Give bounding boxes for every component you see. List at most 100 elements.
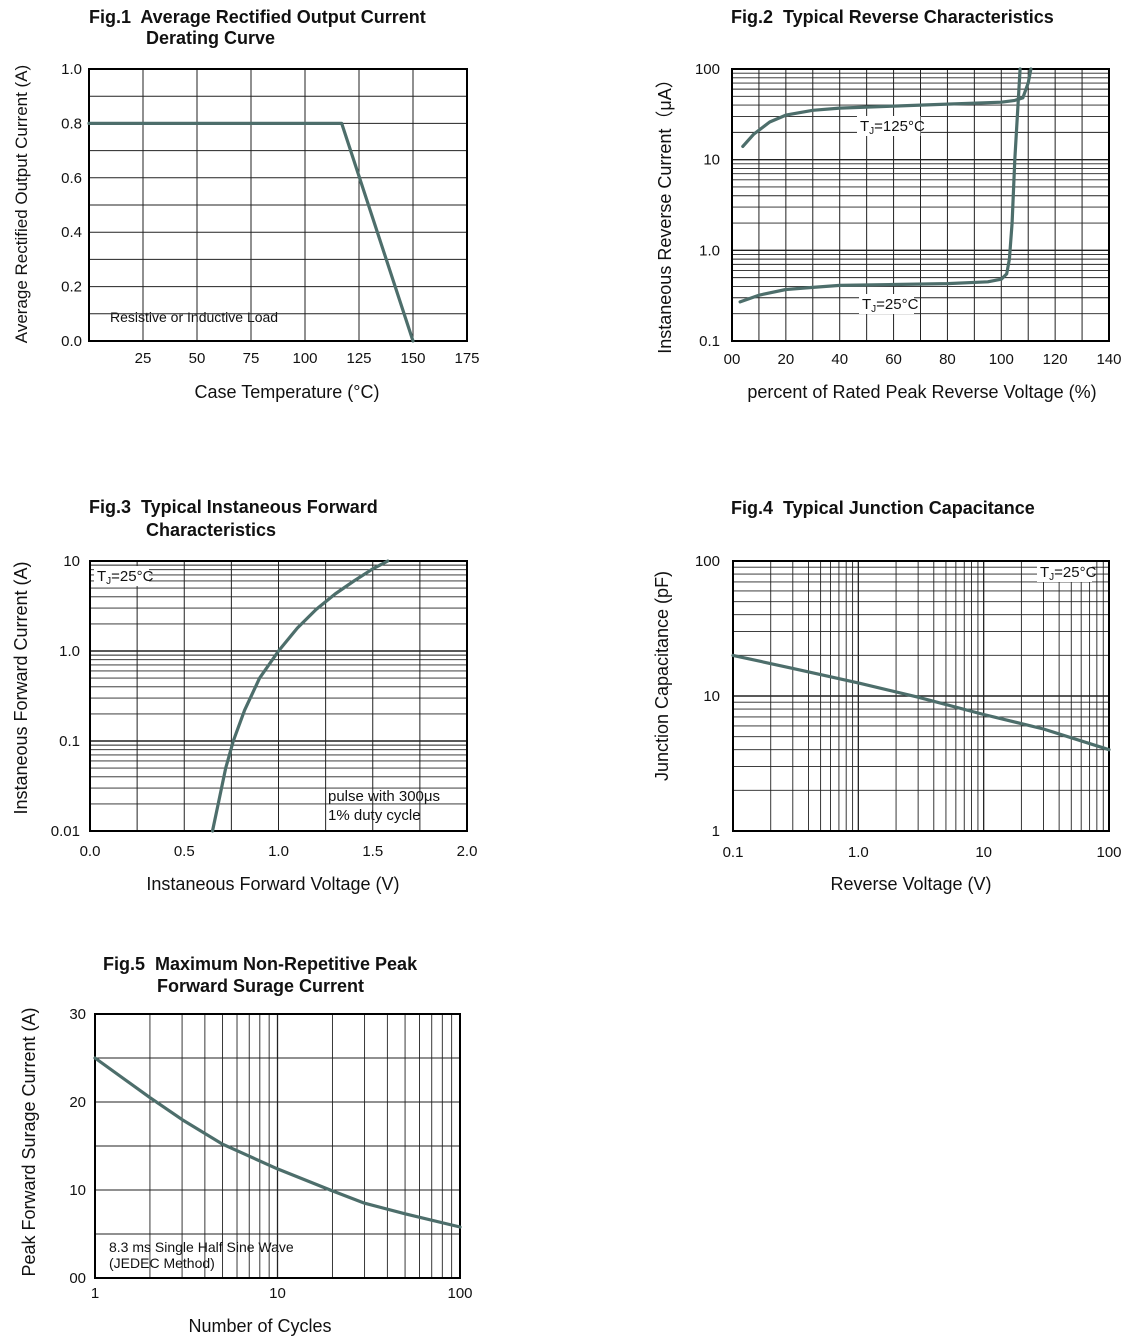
fig4-plot-frame [732,560,1110,832]
fig3-x-axis-label: Instaneous Forward Voltage (V) [146,874,399,894]
fig5-annotation-method: (JEDEC Method) [109,1255,215,1271]
fig5-plot: Number of Cycles Peak Forward Surage Cur… [19,1006,473,1336]
fig4-x-axis-label: Reverse Voltage (V) [830,874,991,894]
fig2-series-label-25c-bg [859,294,914,314]
fig2-y-tick-label: 10 [703,152,720,169]
fig5-title-line1: Fig.5 Maximum Non-Repetitive Peak [103,954,418,974]
fig1-chart: Fig.1 Average Rectified Output Current D… [0,0,500,420]
fig1-y-axis-label: Average Rectified Output Current (A) [12,65,31,343]
fig1-plot-area [87,68,468,343]
fig3-y-tick-label: 1.0 [59,643,80,660]
fig1-y-tick-label: 0.2 [61,279,82,296]
fig5-y-tick-label: 20 [69,1094,86,1111]
fig2-title-line1: Fig.2 Typical Reverse Characteristics [731,7,1054,27]
fig1-plot: Case Temperature (°C) Average Rectified … [12,61,480,402]
fig3-title-line1: Fig.3 Typical Instaneous Forward [89,497,378,517]
fig2-grid-vertical [731,69,1110,341]
fig4-plot-area [731,560,1111,832]
fig5-x-axis-label: Number of Cycles [188,1316,331,1336]
fig2-x-tick-label: 40 [831,351,848,368]
fig2-y-tick-label: 100 [695,61,720,78]
fig5-y-axis-label: Peak Forward Surage Current (A) [19,1007,39,1276]
fig5-y-tick-label: 00 [69,1270,86,1287]
fig5-x-tick-label: 100 [447,1285,472,1302]
fig1-x-tick-label: 25 [135,350,152,367]
fig4-condition-label-bg [1037,562,1092,582]
fig2-chart: Fig.2 Typical Reverse Characteristics pe… [640,0,1132,420]
fig1-y-tick-label: 0.8 [61,115,82,132]
fig1-x-tick-label: 125 [346,350,371,367]
fig3-y-tick-label: 0.1 [59,733,80,750]
fig2-x-tick-label: 80 [939,351,956,368]
fig1-x-tick-label: 75 [243,350,260,367]
fig1-annotation-load: Resistive or Inductive Load [110,309,278,325]
fig5-series-1-line [93,1056,462,1229]
fig3-condition-label-bg [94,566,149,586]
fig4-x-tick-label: 10 [975,844,992,861]
fig2-series-label-25c: TJ=25°C [862,296,919,315]
fig1-y-tick-label: 0.4 [61,224,82,241]
fig2-x-tick-label: 60 [885,351,902,368]
fig2-plot-area [731,67,1110,342]
fig2-plot-frame [731,68,1110,342]
fig2-x-axis-label: percent of Rated Peak Reverse Voltage (%… [747,382,1096,402]
fig3-annotation-pulse: pulse with 300μs [328,788,440,805]
fig5-annotation-bg [104,1237,298,1273]
fig3-x-tick-label: 1.5 [362,843,383,860]
fig1-y-tick-label: 0.6 [61,170,82,187]
fig1-x-tick-label: 150 [400,350,425,367]
fig4-condition-label: TJ=25°C [1040,564,1097,583]
fig3-x-tick-label: 0.5 [174,843,195,860]
fig3-condition-label: TJ=25°C [97,568,154,587]
fig3-x-tick-label: 0.0 [80,843,101,860]
fig2-x-tick-label: 140 [1096,351,1121,368]
fig4-plot: Reverse Voltage (V) Junction Capacitance… [652,553,1122,894]
fig2-series-label-125c-bg [857,116,921,136]
fig3-plot: Instaneous Forward Voltage (V) Instaneou… [11,553,478,894]
fig3-y-axis-label: Instaneous Forward Current (A) [11,561,31,814]
fig3-x-tick-label: 1.0 [268,843,289,860]
fig3-chart: Fig.3 Typical Instaneous Forward Charact… [0,490,500,910]
fig1-x-tick-label: 50 [189,350,206,367]
fig2-series-label-125c: TJ=125°C [860,118,925,137]
fig5-title-line2: Forward Surage Current [157,976,365,996]
fig2-x-tick-label: 20 [778,351,795,368]
fig2-series-1-line [741,67,1033,148]
fig1-x-tick-label: 100 [292,350,317,367]
fig5-y-tick-label: 10 [69,1182,86,1199]
fig3-series-1-line [210,559,390,833]
fig3-y-tick-label: 0.01 [51,823,80,840]
fig5-x-tick-label: 1 [91,1285,99,1302]
fig4-y-tick-label: 1 [712,823,720,840]
fig3-plot-area [89,559,468,833]
fig4-chart: Fig.4 Typical Junction Capacitance Rever… [640,490,1132,910]
fig1-y-tick-label: 1.0 [61,61,82,78]
fig5-y-tick-label: 30 [69,1006,86,1023]
fig4-x-tick-label: 100 [1096,844,1121,861]
fig2-plot: percent of Rated Peak Reverse Voltage (%… [655,61,1122,402]
fig5-x-tick-label: 10 [269,1285,286,1302]
fig1-x-axis-label: Case Temperature (°C) [195,382,380,402]
fig3-plot-frame [89,560,468,832]
fig2-x-tick-label: 00 [724,351,741,368]
fig4-y-tick-label: 10 [703,688,720,705]
fig5-chart: Fig.5 Maximum Non-Repetitive Peak Forwar… [0,945,500,1342]
fig3-annotation-bg [322,786,462,826]
fig1-title-line2: Derating Curve [146,28,276,48]
fig2-x-tick-label: 120 [1043,351,1068,368]
fig3-title-line2: Characteristics [146,520,277,540]
fig4-y-axis-label: Junction Capacitance (pF) [652,571,672,781]
fig1-plot-frame [88,68,468,342]
fig5-annotation-wave: 8.3 ms Single Half Sine Wave [109,1239,294,1255]
fig3-grid-horizontal [90,564,467,832]
fig3-annotation-duty: 1% duty cycle [328,807,421,824]
fig4-title-line1: Fig.4 Typical Junction Capacitance [731,498,1035,518]
fig1-series-1-line [87,121,415,343]
fig4-series-1-line [731,653,1111,752]
fig4-y-tick-label: 100 [695,553,720,570]
fig2-y-tick-label: 1.0 [699,242,720,259]
fig1-x-tick-label: 175 [454,350,479,367]
fig3-x-tick-label: 2.0 [457,843,478,860]
fig3-y-tick-label: 10 [63,553,80,570]
fig2-y-tick-label: 0.1 [699,333,720,350]
